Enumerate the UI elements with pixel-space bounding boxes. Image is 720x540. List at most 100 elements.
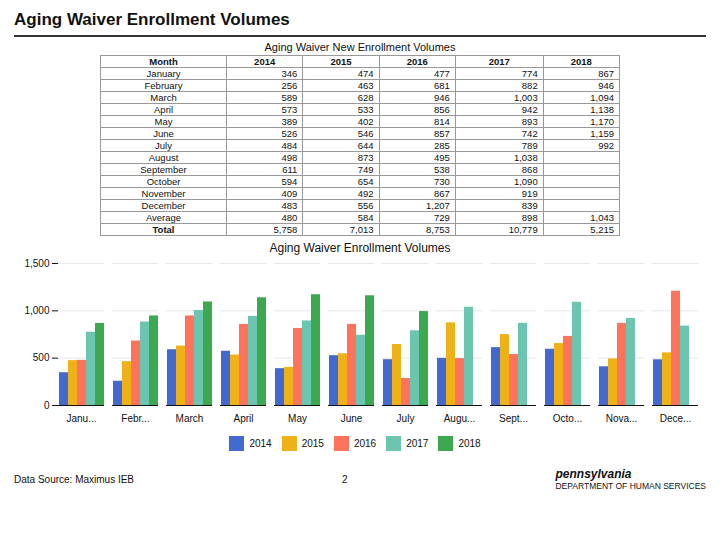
html-text:2017: 2017 xyxy=(488,56,510,67)
svg-text:May: May xyxy=(288,413,307,424)
html-text:April: April xyxy=(154,104,173,115)
html-text:1,170: 1,170 xyxy=(590,116,614,127)
html-text:January: January xyxy=(146,68,181,79)
html-text:867: 867 xyxy=(434,188,450,199)
html-text:584: 584 xyxy=(357,212,374,223)
html-text:729: 729 xyxy=(434,212,450,223)
svg-text:Nova...: Nova... xyxy=(606,413,638,424)
svg-text:June: June xyxy=(341,413,363,424)
html-text:868: 868 xyxy=(521,164,538,175)
html-text:644: 644 xyxy=(357,140,374,151)
html-text:1,003: 1,003 xyxy=(513,92,538,103)
html-text:898: 898 xyxy=(521,212,538,223)
svg-text:500: 500 xyxy=(33,352,50,363)
html-text:July: July xyxy=(155,140,172,151)
html-text:1,094: 1,094 xyxy=(590,92,614,103)
html-text:742: 742 xyxy=(521,128,538,139)
html-text:556: 556 xyxy=(357,200,374,211)
html-text:Aging Waiver Enrollment Volume: Aging Waiver Enrollment Volumes xyxy=(269,241,451,255)
html-text:789: 789 xyxy=(521,140,538,151)
html-text:774: 774 xyxy=(521,68,538,79)
html-text:946: 946 xyxy=(598,80,614,91)
html-text:1,043: 1,043 xyxy=(590,212,614,223)
html-text:November: November xyxy=(141,188,186,199)
html-text:2014: 2014 xyxy=(254,56,276,67)
svg-text:Dece...: Dece... xyxy=(660,413,692,424)
html-text:533: 533 xyxy=(357,104,374,115)
svg-text:April: April xyxy=(233,413,253,424)
html-text:June: June xyxy=(153,128,174,139)
html-text:681: 681 xyxy=(434,80,450,91)
svg-text:Augu...: Augu... xyxy=(444,413,476,424)
html-text:May: May xyxy=(154,116,173,127)
html-text:1,138: 1,138 xyxy=(590,104,614,115)
html-text:389: 389 xyxy=(281,116,298,127)
html-text:526: 526 xyxy=(281,128,298,139)
html-text:463: 463 xyxy=(357,80,374,91)
svg-text:Janu...: Janu... xyxy=(66,413,96,424)
html-text:285: 285 xyxy=(434,140,450,151)
html-text:814: 814 xyxy=(434,116,450,127)
html-text:256: 256 xyxy=(281,80,298,91)
html-text:346: 346 xyxy=(281,68,298,79)
html-text:483: 483 xyxy=(281,200,298,211)
html-text:484: 484 xyxy=(281,140,298,151)
html-text:992: 992 xyxy=(598,140,614,151)
html-text:654: 654 xyxy=(357,176,374,187)
html-text:March: March xyxy=(150,92,177,103)
html-text:Data Source: Maximus IEB: Data Source: Maximus IEB xyxy=(14,473,134,485)
html-text:February: February xyxy=(144,80,183,91)
html-text:2018: 2018 xyxy=(570,56,592,67)
html-text:Average: Average xyxy=(145,212,182,223)
html-text:873: 873 xyxy=(357,152,374,163)
html-text:474: 474 xyxy=(357,68,374,79)
html-text:730: 730 xyxy=(434,176,450,187)
html-text:1,038: 1,038 xyxy=(513,152,538,163)
html-text:477: 477 xyxy=(434,68,450,79)
html-text:538: 538 xyxy=(434,164,450,175)
html-text:839: 839 xyxy=(521,200,538,211)
html-text:495: 495 xyxy=(434,152,450,163)
html-text:546: 546 xyxy=(357,128,374,139)
svg-text:March: March xyxy=(176,413,204,424)
html-text:pennsylvania: pennsylvania xyxy=(555,467,632,481)
html-text:402: 402 xyxy=(357,116,374,127)
html-text:856: 856 xyxy=(434,104,450,115)
svg-text:Octo...: Octo... xyxy=(553,413,582,424)
html-text:2015: 2015 xyxy=(330,56,352,67)
html-text:492: 492 xyxy=(357,188,374,199)
svg-text:1,000: 1,000 xyxy=(24,305,49,316)
html-text:480: 480 xyxy=(281,212,298,223)
html-text:942: 942 xyxy=(521,104,538,115)
html-text:867: 867 xyxy=(598,68,614,79)
svg-text:1,500: 1,500 xyxy=(24,258,49,269)
html-text:628: 628 xyxy=(357,92,374,103)
html-text:409: 409 xyxy=(281,188,298,199)
html-text:749: 749 xyxy=(357,164,374,175)
html-text:589: 589 xyxy=(281,92,298,103)
svg-text:July: July xyxy=(397,413,415,424)
html-text:946: 946 xyxy=(434,92,450,103)
html-text:1,159: 1,159 xyxy=(590,128,614,139)
html-text:September: September xyxy=(140,164,187,175)
html-text:919: 919 xyxy=(521,188,538,199)
html-text:573: 573 xyxy=(281,104,298,115)
html-text:1,090: 1,090 xyxy=(513,176,538,187)
html-text:611: 611 xyxy=(282,164,298,175)
html-text:1,207: 1,207 xyxy=(426,200,450,211)
html-text:Aging Waiver Enrollment Volume: Aging Waiver Enrollment Volumes xyxy=(14,10,290,29)
html-text:594: 594 xyxy=(281,176,298,187)
html-text:Month: Month xyxy=(149,56,178,67)
html-text:October: October xyxy=(146,176,181,187)
html-text:893: 893 xyxy=(521,116,538,127)
html-text:Aging Waiver New Enrollment Vo: Aging Waiver New Enrollment Volumes xyxy=(264,41,456,53)
svg-text:Sept...: Sept... xyxy=(499,413,528,424)
html-text:857: 857 xyxy=(434,128,450,139)
html-text:882: 882 xyxy=(521,80,538,91)
svg-text:Febr...: Febr... xyxy=(121,413,149,424)
html-text:December: December xyxy=(141,200,186,211)
html-text:August: August xyxy=(148,152,179,163)
svg-text:0: 0 xyxy=(44,400,50,411)
html-text:498: 498 xyxy=(281,152,298,163)
html-text:2016: 2016 xyxy=(406,56,428,67)
